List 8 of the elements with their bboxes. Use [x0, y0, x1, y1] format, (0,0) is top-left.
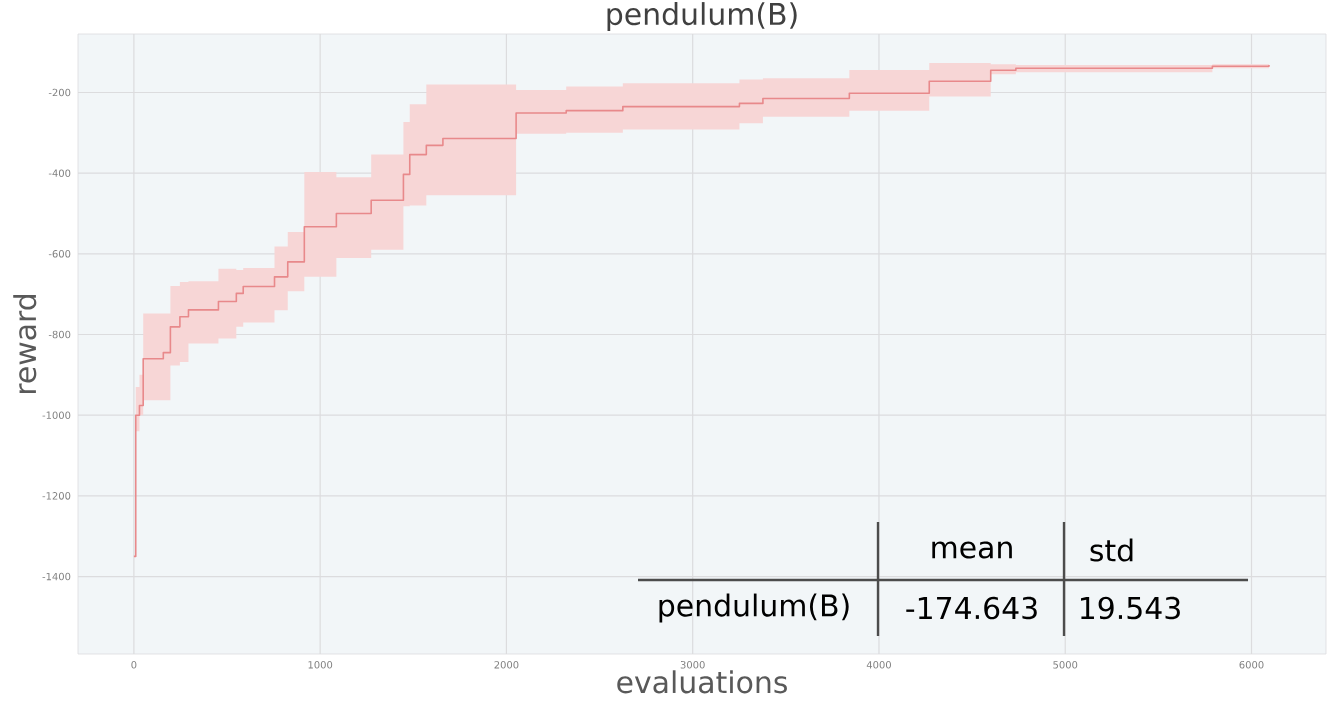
annotation: -174.643 — [906, 596, 1037, 620]
y-axis-title: reward — [13, 294, 37, 394]
annotation: pendulum(B) — [659, 593, 849, 623]
annotation: 19.543 — [1081, 596, 1180, 620]
chart-title: pendulum(B) — [607, 2, 797, 31]
x-axis-title: evaluations — [617, 670, 787, 694]
annotation: std — [1090, 538, 1133, 562]
annotation: mean — [932, 541, 1012, 559]
